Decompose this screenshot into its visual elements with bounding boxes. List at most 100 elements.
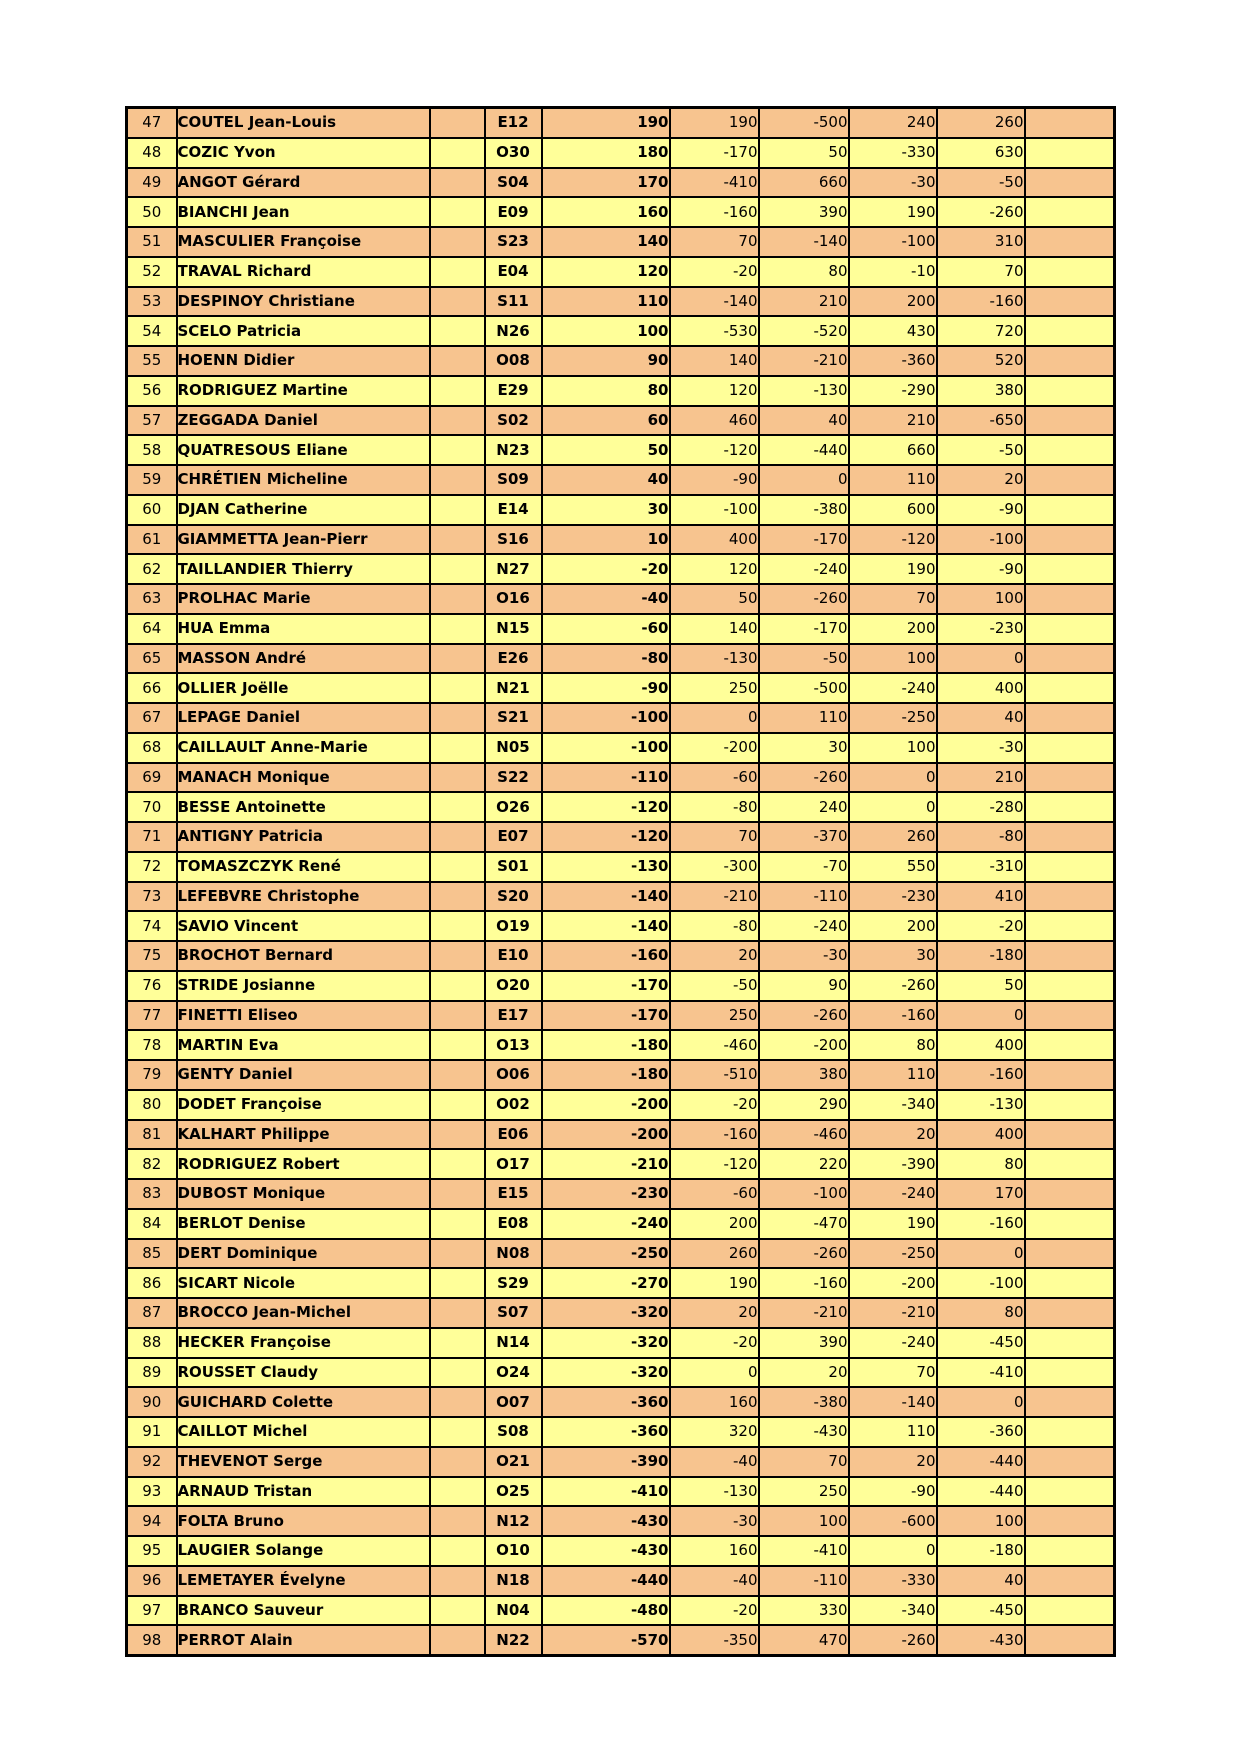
table-row: 60 DJAN Catherine E14 30 -100 -380 600 -90 [125, 493, 1116, 526]
result2-cell: -140 [757, 226, 850, 258]
table-row: 59 CHRÉTIEN Micheline S09 40 -90 0 110 20 [125, 464, 1116, 496]
rank-cell: 70 [125, 791, 178, 823]
result4-cell: 100 [935, 1505, 1026, 1537]
code-cell: E12 [483, 106, 543, 139]
score-cell: -180 [540, 1029, 671, 1061]
result4-cell: -130 [935, 1088, 1026, 1121]
result2-cell: -430 [757, 1416, 850, 1448]
result3-cell: 20 [847, 1118, 938, 1151]
table-row: 66 OLLIER Joëlle N21 -90 250 -500 -240 400 [125, 672, 1116, 704]
trailing-cell [1023, 226, 1116, 258]
result3-cell: 20 [847, 1445, 938, 1478]
result3-cell: -140 [847, 1386, 938, 1418]
score-cell: -80 [540, 642, 671, 675]
result1-cell: 20 [668, 1297, 760, 1329]
rank-cell: 95 [125, 1535, 178, 1567]
table-row: 91 CAILLOT Michel S08 -360 320 -430 110 -360 [125, 1416, 1116, 1448]
name-cell: ANGOT Gérard [175, 166, 431, 199]
rank-cell: 72 [125, 850, 178, 883]
rank-cell: 78 [125, 1029, 178, 1061]
trailing-cell [1023, 672, 1116, 704]
table-row: 65 MASSON André E26 -80 -130 -50 100 0 [125, 642, 1116, 675]
trailing-cell [1023, 1505, 1116, 1537]
result2-cell: -260 [757, 999, 850, 1032]
table-row: 56 RODRIGUEZ Martine E29 80 120 -130 -290 380 [125, 374, 1116, 407]
score-cell: 100 [540, 315, 671, 347]
trailing-cell [1023, 1445, 1116, 1478]
result2-cell: -500 [757, 672, 850, 704]
result3-cell: 0 [847, 791, 938, 823]
rank-cell: 89 [125, 1356, 178, 1389]
score-cell: -120 [540, 791, 671, 823]
spacer-cell [428, 1505, 486, 1537]
result2-cell: -200 [757, 1029, 850, 1061]
code-cell: S22 [483, 761, 543, 794]
spacer-cell [428, 1445, 486, 1478]
result3-cell: 110 [847, 1416, 938, 1448]
score-cell: -250 [540, 1237, 671, 1270]
score-cell: -270 [540, 1267, 671, 1299]
code-cell: N05 [483, 731, 543, 764]
spacer-cell [428, 136, 486, 169]
rank-cell: 91 [125, 1416, 178, 1448]
trailing-cell [1023, 1297, 1116, 1329]
name-cell: BROCHOT Bernard [175, 940, 431, 972]
result4-cell: -450 [935, 1326, 1026, 1359]
result2-cell: -240 [757, 910, 850, 942]
score-cell: -320 [540, 1326, 671, 1359]
score-cell: 120 [540, 255, 671, 288]
result2-cell: 210 [757, 285, 850, 318]
rank-cell: 87 [125, 1297, 178, 1329]
result3-cell: -260 [847, 969, 938, 1002]
table-row: 48 COZIC Yvon O30 180 -170 50 -330 630 [125, 136, 1116, 169]
code-cell: N23 [483, 434, 543, 466]
result4-cell: 720 [935, 315, 1026, 347]
result4-cell: 0 [935, 999, 1026, 1032]
result1-cell: -60 [668, 761, 760, 794]
result4-cell: -30 [935, 731, 1026, 764]
rank-cell: 84 [125, 1207, 178, 1240]
spacer-cell [428, 196, 486, 228]
table-row: 81 KALHART Philippe E06 -200 -160 -460 20 400 [125, 1118, 1116, 1151]
score-cell: -320 [540, 1356, 671, 1389]
trailing-cell [1023, 1416, 1116, 1448]
result4-cell: -440 [935, 1445, 1026, 1478]
table-row: 75 BROCHOT Bernard E10 -160 20 -30 30 -180 [125, 940, 1116, 972]
code-cell: E29 [483, 374, 543, 407]
name-cell: LEFEBVRE Christophe [175, 880, 431, 913]
result2-cell: -210 [757, 1297, 850, 1329]
rank-cell: 65 [125, 642, 178, 675]
result1-cell: -80 [668, 791, 760, 823]
spacer-cell [428, 106, 486, 139]
name-cell: MASSON André [175, 642, 431, 675]
table-row: 53 DESPINOY Christiane S11 110 -140 210 200 -16… [125, 285, 1116, 318]
result2-cell: -260 [757, 761, 850, 794]
name-cell: BRANCO Sauveur [175, 1594, 431, 1627]
result1-cell: -120 [668, 1148, 760, 1180]
name-cell: BROCCO Jean-Michel [175, 1297, 431, 1329]
result3-cell: 70 [847, 1356, 938, 1389]
result3-cell: -240 [847, 1178, 938, 1210]
trailing-cell [1023, 1237, 1116, 1270]
name-cell: RODRIGUEZ Martine [175, 374, 431, 407]
code-cell: O26 [483, 791, 543, 823]
result1-cell: -130 [668, 1475, 760, 1508]
name-cell: FOLTA Bruno [175, 1505, 431, 1537]
code-cell: N22 [483, 1624, 543, 1657]
table-row: 68 CAILLAULT Anne-Marie N05 -100 -200 30 100 -3… [125, 731, 1116, 764]
result4-cell: 630 [935, 136, 1026, 169]
table-row: 78 MARTIN Eva O13 -180 -460 -200 80 400 [125, 1029, 1116, 1061]
result3-cell: -90 [847, 1475, 938, 1508]
rank-cell: 60 [125, 493, 178, 526]
result3-cell: -230 [847, 880, 938, 913]
spacer-cell [428, 1326, 486, 1359]
name-cell: LEPAGE Daniel [175, 702, 431, 734]
name-cell: COZIC Yvon [175, 136, 431, 169]
result2-cell: -30 [757, 940, 850, 972]
trailing-cell [1023, 1118, 1116, 1151]
name-cell: DJAN Catherine [175, 493, 431, 526]
result1-cell: 260 [668, 1237, 760, 1270]
result2-cell: -460 [757, 1118, 850, 1151]
result4-cell: 70 [935, 255, 1026, 288]
